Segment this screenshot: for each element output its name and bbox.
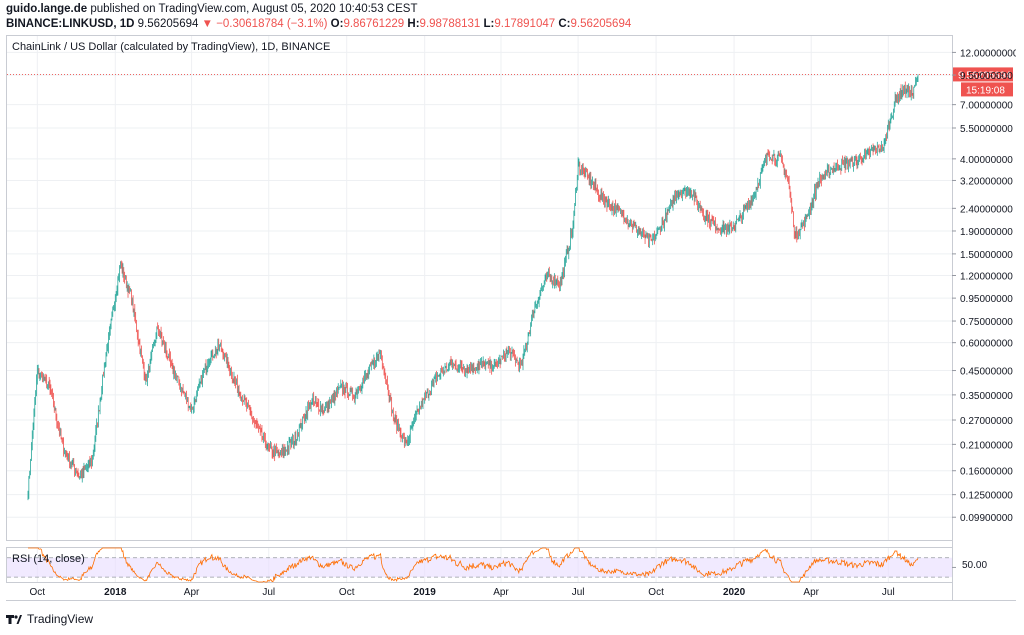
footer: TradingView [6,612,93,626]
grid-lines [7,36,952,582]
y-tick-label: 0.35000000 [960,391,1013,402]
chart-title: ChainLink / US Dollar (calculated by Tra… [12,41,330,53]
x-tick-label: Apr [803,587,819,598]
last-price-tag-value: 9.56205694 [958,70,1011,81]
y-tick-label: 9.50000000 [960,71,1013,82]
price-axis[interactable]: 12.00000000 9.50000000 7.00000000 5.5000000… [952,48,1019,524]
y-tick-label: 7.00000000 [960,101,1013,112]
price-chart[interactable]: ChainLink / US Dollar (calculated by Tra… [6,35,1019,605]
y-tick-label: 0.16000000 [960,467,1013,478]
countdown-tag-value: 15:19:08 [966,85,1005,96]
open-label: O: [330,18,344,30]
ohlc-line: BINANCE:LINKUSD, 1D 9.56205694 ▼ −0.3061… [6,18,631,30]
x-tick-label: Oct [30,587,46,598]
y-tick-label: 1.50000000 [960,250,1013,261]
publish-line: guido.lange.de published on TradingView.… [6,3,417,15]
chart-frame: ChainLink / US Dollar (calculated by Tra… [6,35,1019,605]
low-value: 9.17891047 [494,18,556,30]
y-tick-label: 5.50000000 [960,124,1013,135]
x-tick-label: Apr [184,587,200,598]
rsi-band [7,557,952,578]
x-tick-label: Jul [572,587,585,598]
high-label: H: [407,18,420,30]
x-tick-label: Jul [882,587,895,598]
down-arrow-icon: ▼ [201,18,213,30]
author-name[interactable]: guido.lange.de [6,3,88,15]
y-tick-label: 3.20000000 [960,176,1013,187]
high-value: 9.98788131 [419,18,481,30]
y-tick-label: 1.90000000 [960,227,1013,238]
y-tick-label: 0.45000000 [960,367,1013,378]
rsi-label: RSI (14, close) [12,553,85,565]
last-price-tag [953,67,1013,82]
last-price: 9.56205694 [137,18,199,30]
publish-info: published on TradingView.com, August 05,… [90,3,418,15]
close-value: 9.56205694 [570,18,632,30]
footer-brand[interactable]: TradingView [27,612,94,626]
x-tick-label: Oct [648,587,664,598]
y-tick-label: 0.75000000 [960,317,1013,328]
x-tick-label: Jul [262,587,275,598]
x-tick-label: 2019 [414,587,437,598]
close-label: C: [558,18,571,30]
countdown-tag [961,82,1013,97]
y-tick-label: 0.12500000 [960,491,1013,502]
y-tick-label: 12.00000000 [960,48,1016,59]
rsi-line [28,547,919,583]
price-change: −0.30618784 (−3.1%) [216,18,328,30]
y-tick-label: 0.95000000 [960,294,1013,305]
x-tick-label: 2018 [104,587,127,598]
open-value: 9.86761229 [343,18,405,30]
y-tick-label: 2.40000000 [960,204,1013,215]
y-tick-label: 0.60000000 [960,339,1013,350]
x-tick-label: 2020 [723,587,746,598]
x-tick-label: Oct [339,587,355,598]
rsi-level-label: 50.00 [962,560,987,571]
y-tick-label: 1.20000000 [960,272,1013,283]
rsi-pane [7,547,956,583]
tradingview-logo-icon [6,615,22,624]
low-label: L: [483,18,495,30]
candles [27,74,919,501]
symbol-label: BINANCE:LINKUSD, 1D [6,18,135,30]
y-tick-label: 4.00000000 [960,155,1013,166]
y-tick-label: 0.27000000 [960,416,1013,427]
main-pane-border [6,35,953,541]
x-tick-label: Apr [493,587,509,598]
y-tick-label: 0.21000000 [960,440,1013,451]
price-tag: 9.56205694 15:19:08 [7,67,1013,97]
time-axis[interactable]: Oct 2018 Apr Jul Oct 2019 Apr Jul Oct 2020 Apr Jul [30,587,895,598]
y-tick-label: 0.09900000 [960,513,1013,524]
